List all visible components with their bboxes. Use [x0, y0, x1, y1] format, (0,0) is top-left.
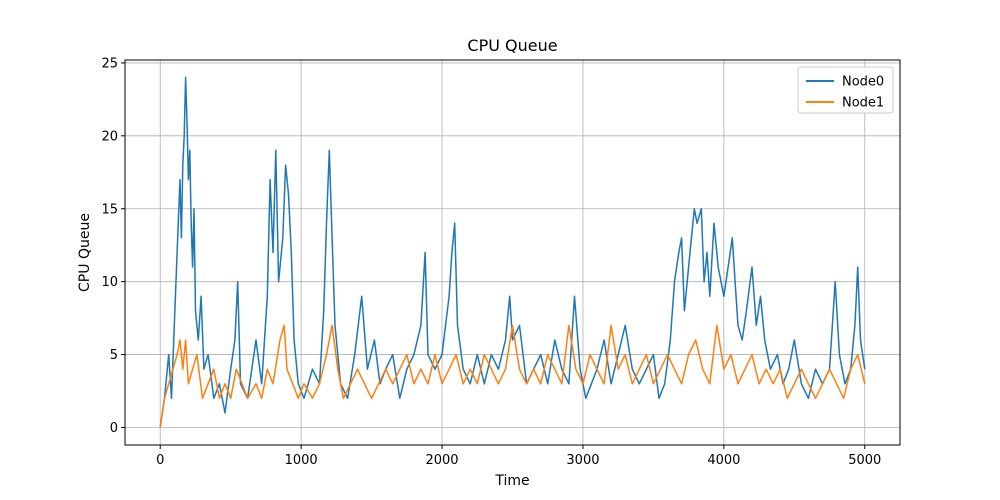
x-tick-label: 2000 [425, 453, 458, 468]
x-axis-title: Time [494, 473, 529, 489]
x-tick-label: 3000 [566, 453, 599, 468]
legend-label-node0: Node0 [842, 75, 884, 90]
tick-layer: 0 1000 2000 3000 4000 5000 0 5 10 15 20 25 [101, 56, 881, 468]
chart-title: CPU Queue [467, 36, 557, 55]
y-tick-label: 15 [101, 202, 118, 217]
plot-frame [124, 59, 901, 446]
legend: Node0 Node1 [797, 66, 894, 114]
series-line-node0 [159, 76, 866, 428]
x-tick-label: 0 [156, 453, 164, 468]
y-tick-label: 0 [110, 421, 118, 436]
plot-layer [159, 76, 866, 428]
x-tick-label: 1000 [285, 453, 318, 468]
y-tick-label: 25 [101, 56, 118, 71]
x-tick-label: 5000 [848, 453, 881, 468]
y-tick-label: 5 [110, 348, 118, 363]
y-axis-title: CPU Queue [77, 213, 93, 292]
series-line-node1 [159, 324, 866, 428]
y-tick-label: 20 [101, 129, 118, 144]
legend-label-node1: Node1 [842, 96, 884, 111]
x-tick-label: 4000 [707, 453, 740, 468]
y-tick-label: 10 [101, 275, 118, 290]
